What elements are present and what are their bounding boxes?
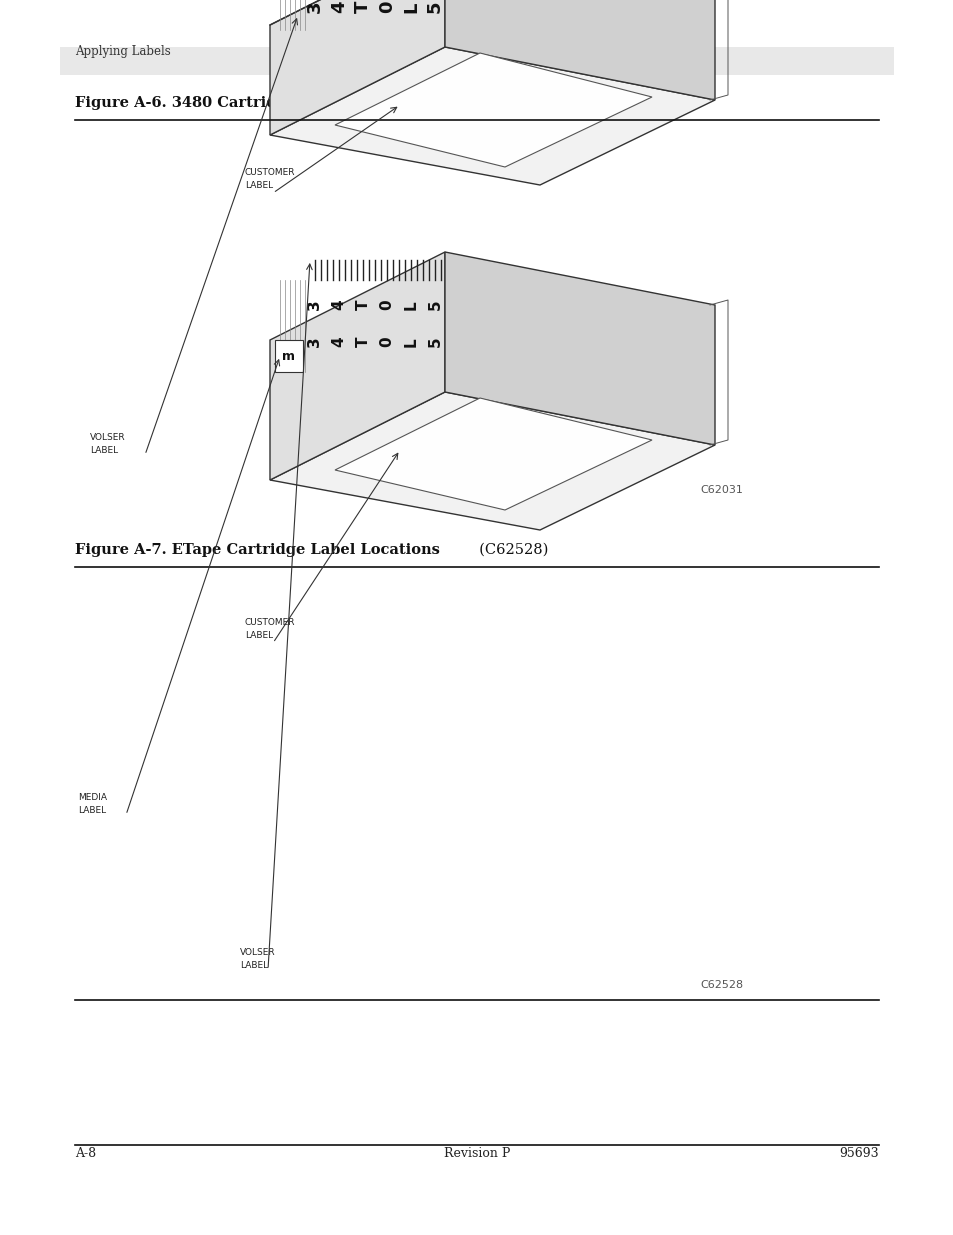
Text: 0: 0 bbox=[377, 1, 395, 14]
Polygon shape bbox=[270, 391, 714, 530]
Text: A-8: A-8 bbox=[75, 1147, 96, 1160]
Text: LABEL: LABEL bbox=[245, 182, 273, 190]
Text: 3: 3 bbox=[307, 300, 322, 310]
Polygon shape bbox=[444, 0, 714, 100]
Text: Applying Labels: Applying Labels bbox=[75, 44, 171, 58]
Text: 0: 0 bbox=[379, 337, 395, 347]
Text: 4: 4 bbox=[331, 300, 346, 310]
Text: 5: 5 bbox=[427, 300, 442, 310]
Polygon shape bbox=[335, 53, 651, 167]
FancyBboxPatch shape bbox=[60, 47, 893, 75]
Text: MEDIA: MEDIA bbox=[78, 793, 107, 802]
Polygon shape bbox=[444, 252, 714, 445]
Text: 5: 5 bbox=[427, 337, 442, 347]
Text: LABEL: LABEL bbox=[245, 631, 273, 640]
Text: LABEL: LABEL bbox=[90, 446, 118, 454]
Bar bbox=[274, 340, 303, 372]
Text: T: T bbox=[355, 300, 370, 310]
Text: L: L bbox=[403, 337, 418, 347]
Text: VOLSER: VOLSER bbox=[240, 948, 275, 957]
Text: 3: 3 bbox=[306, 1, 324, 14]
Text: C62031: C62031 bbox=[700, 485, 742, 495]
Text: L: L bbox=[403, 300, 418, 310]
Text: 4: 4 bbox=[330, 1, 348, 14]
Text: L: L bbox=[401, 1, 419, 12]
Text: 3: 3 bbox=[307, 337, 322, 347]
Text: Figure A-6. 3480 Cartridge Label Locations: Figure A-6. 3480 Cartridge Label Locatio… bbox=[75, 96, 430, 110]
Text: CUSTOMER: CUSTOMER bbox=[245, 168, 295, 177]
Text: T: T bbox=[354, 1, 372, 14]
Text: (C62528): (C62528) bbox=[470, 543, 548, 557]
Polygon shape bbox=[335, 398, 651, 510]
Text: LABEL: LABEL bbox=[240, 961, 268, 969]
Polygon shape bbox=[270, 47, 714, 185]
Polygon shape bbox=[270, 252, 444, 480]
Text: Figure A-7. ETape Cartridge Label Locations: Figure A-7. ETape Cartridge Label Locati… bbox=[75, 543, 439, 557]
Polygon shape bbox=[270, 0, 444, 135]
Text: LABEL: LABEL bbox=[78, 806, 106, 815]
Text: CUSTOMER: CUSTOMER bbox=[245, 618, 295, 627]
Text: C62528: C62528 bbox=[700, 981, 742, 990]
Text: 4: 4 bbox=[331, 337, 346, 347]
Text: 95693: 95693 bbox=[839, 1147, 878, 1160]
Text: m: m bbox=[282, 350, 295, 363]
Text: T: T bbox=[355, 337, 370, 347]
Text: 0: 0 bbox=[379, 300, 395, 310]
Text: 5: 5 bbox=[426, 1, 443, 14]
Text: (C62031): (C62031) bbox=[444, 96, 523, 110]
Text: VOLSER: VOLSER bbox=[90, 433, 126, 442]
Text: Revision P: Revision P bbox=[443, 1147, 510, 1160]
